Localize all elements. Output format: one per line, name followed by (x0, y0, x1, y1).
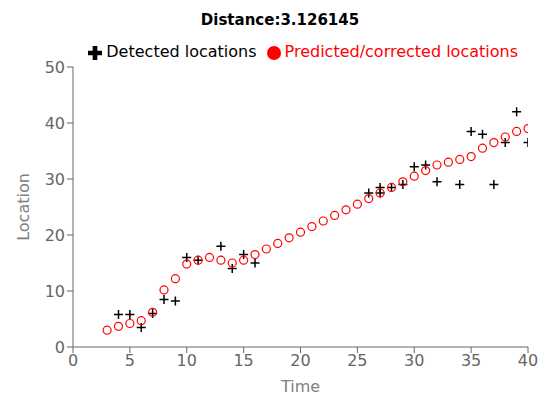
html-text:Predicted/corrected locations: Predicted/corrected locations (284, 42, 518, 61)
html-text:Distance:3.126145: Distance:3.126145 (200, 11, 360, 29)
svg-text:15: 15 (233, 351, 253, 370)
svg-text:10: 10 (177, 351, 197, 370)
svg-text:Location: Location (14, 173, 33, 241)
svg-text:30: 30 (45, 170, 65, 189)
svg-text:0: 0 (55, 338, 65, 357)
svg-text:25: 25 (347, 351, 367, 370)
svg-text:Time: Time (280, 377, 320, 396)
svg-text:50: 50 (45, 58, 65, 77)
svg-text:5: 5 (125, 351, 135, 370)
svg-text:40: 40 (45, 114, 65, 133)
svg-text:0: 0 (68, 351, 78, 370)
svg-text:20: 20 (45, 226, 65, 245)
svg-text:30: 30 (404, 351, 424, 370)
svg-text:10: 10 (45, 282, 65, 301)
svg-text:20: 20 (290, 351, 310, 370)
svg-text:40: 40 (518, 351, 538, 370)
html-text:Detected locations: Detected locations (106, 42, 257, 61)
svg-text:35: 35 (461, 351, 481, 370)
